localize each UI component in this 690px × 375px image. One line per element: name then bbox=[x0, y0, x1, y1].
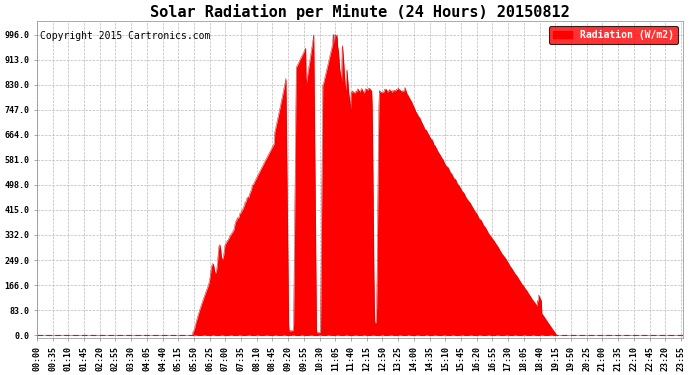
Title: Solar Radiation per Minute (24 Hours) 20150812: Solar Radiation per Minute (24 Hours) 20… bbox=[150, 4, 570, 20]
Text: Copyright 2015 Cartronics.com: Copyright 2015 Cartronics.com bbox=[40, 31, 210, 41]
Legend: Radiation (W/m2): Radiation (W/m2) bbox=[549, 26, 678, 44]
